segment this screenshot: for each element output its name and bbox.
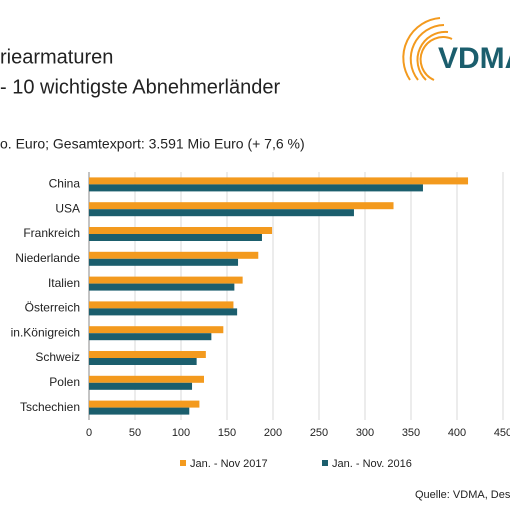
y-tick-label: Österreich (25, 301, 80, 315)
logo-arcs (402, 17, 453, 81)
bar (89, 301, 234, 309)
x-tick-label: 100 (172, 427, 190, 439)
legend-label: Jan. - Nov 2017 (190, 458, 268, 470)
source: Quelle: VDMA, Dest (415, 489, 510, 501)
bar (89, 184, 423, 192)
bar (89, 326, 224, 334)
bar (89, 202, 394, 210)
bar (89, 258, 239, 266)
bar (89, 283, 235, 291)
bar (89, 276, 243, 284)
bar (89, 308, 238, 316)
bar (89, 333, 212, 341)
bar (89, 234, 262, 241)
x-tick-label: 250 (310, 427, 328, 439)
chart-note: o. Euro; Gesamtexport: 3.591 Mio Euro (+… (0, 136, 305, 152)
bar (89, 177, 469, 185)
bar (89, 382, 193, 390)
y-tick-label: Tschechien (20, 400, 80, 414)
y-tick-label: USA (55, 201, 80, 215)
y-tick-label: Polen (49, 375, 80, 389)
logo-arc (409, 24, 445, 81)
chart-title: riearmaturen (0, 46, 113, 68)
y-tick-label: in.Königreich (11, 325, 80, 339)
x-tick-label: 0 (86, 427, 92, 439)
bar (89, 407, 190, 415)
x-tick-label: 200 (264, 427, 282, 439)
legend-swatch (180, 460, 186, 466)
legend-swatch (322, 460, 328, 466)
x-tick-label: 150 (218, 427, 236, 439)
bar (89, 358, 197, 365)
y-tick-label: China (49, 177, 81, 191)
x-tick-label: 300 (356, 427, 374, 439)
logo-arc (402, 17, 441, 81)
logo-arc (419, 36, 453, 81)
y-tick-label: Niederlande (15, 251, 80, 265)
bar (89, 227, 273, 234)
y-tick-label: Frankreich (23, 226, 80, 240)
legend-label: Jan. - Nov. 2016 (332, 458, 412, 470)
x-tick-label: 450 (494, 427, 510, 439)
bar (89, 375, 204, 383)
x-tick-label: 400 (448, 427, 466, 439)
bar (89, 400, 200, 408)
chart-subtitle: - 10 wichtigste Abnehmerländer (0, 76, 280, 98)
logo-text: VDMA (438, 42, 510, 75)
bar (89, 209, 354, 217)
bar (89, 251, 259, 259)
y-tick-label: Schweiz (35, 350, 80, 364)
x-tick-label: 50 (129, 427, 141, 439)
bar (89, 351, 206, 358)
y-tick-label: Italien (48, 276, 80, 290)
logo-arc (416, 30, 449, 81)
x-tick-label: 350 (402, 427, 420, 439)
